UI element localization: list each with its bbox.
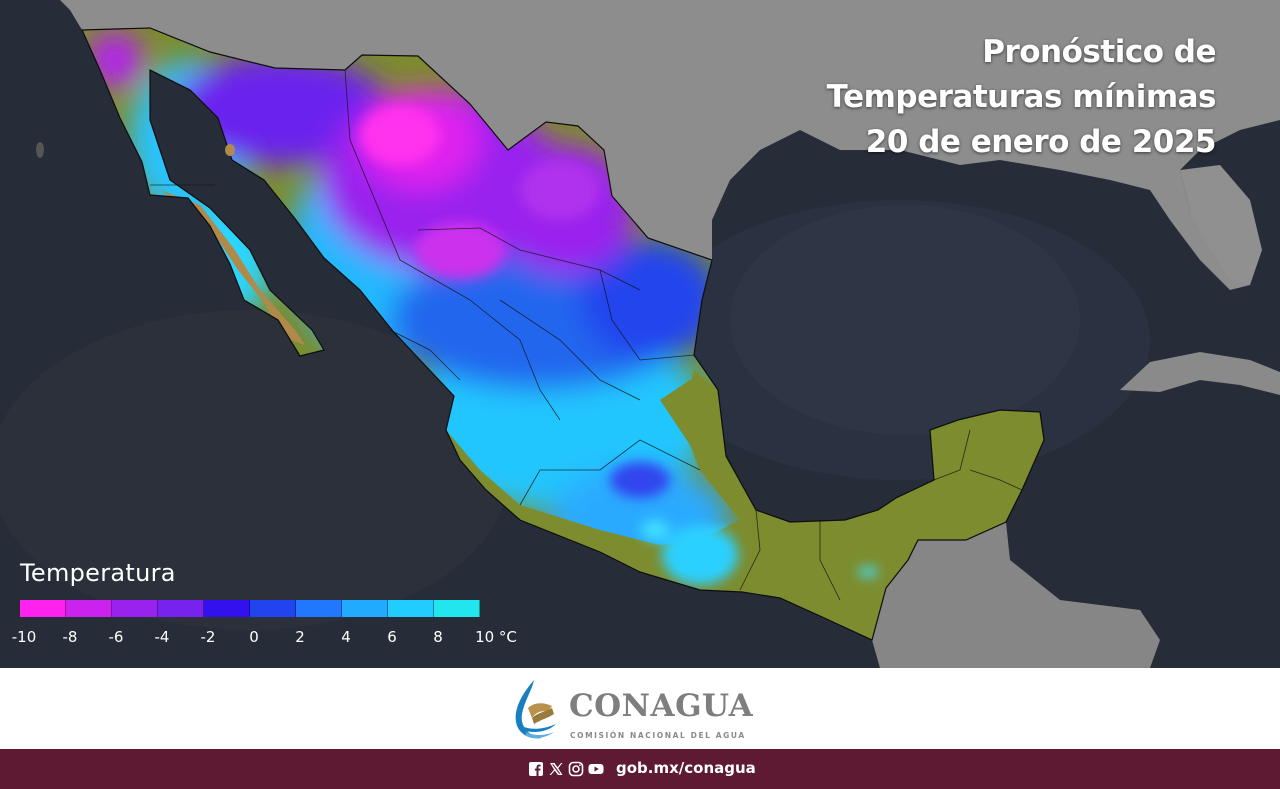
legend-tick-label: 6 <box>387 628 397 646</box>
legend-swatch <box>204 600 250 617</box>
social-icons <box>528 761 604 777</box>
map-graphic <box>36 0 1280 668</box>
facebook-icon[interactable] <box>528 761 544 777</box>
legend-tick-label: 10 °C <box>475 628 517 646</box>
conagua-emblem-icon <box>515 680 556 739</box>
legend-swatch <box>20 600 66 617</box>
legend-swatch <box>250 600 296 617</box>
legend-swatch <box>112 600 158 617</box>
title-line-3: 20 de enero de 2025 <box>865 124 1217 160</box>
legend-swatch <box>434 600 480 617</box>
legend-tick-label: 4 <box>341 628 351 646</box>
legend-swatch <box>66 600 112 617</box>
legend-swatch <box>388 600 434 617</box>
legend-tick-label: -2 <box>200 628 216 646</box>
logo-band: CONAGUA COMISIÓN NACIONAL DEL AGUA <box>0 668 1280 749</box>
legend-tick-label: 0 <box>249 628 259 646</box>
youtube-icon[interactable] <box>588 761 604 777</box>
map-title: Pronóstico de Temperaturas mínimas 20 de… <box>696 30 1217 165</box>
title-line-1: Pronóstico de <box>982 34 1216 70</box>
legend-tick-label: -4 <box>154 628 170 646</box>
title-line-2: Temperaturas mínimas <box>826 79 1217 115</box>
legend-tick-label: -10 <box>11 628 37 646</box>
website-link[interactable]: gob.mx/conagua <box>616 759 756 777</box>
legend-swatch <box>158 600 204 617</box>
legend-swatch <box>342 600 388 617</box>
footer-bar: gob.mx/conagua <box>0 749 1280 789</box>
temperature-map: Pronóstico de Temperaturas mínimas 20 de… <box>0 0 1280 668</box>
legend-tick-label: -6 <box>108 628 124 646</box>
legend-tick-label: 2 <box>295 628 305 646</box>
legend-tick-labels: -10 -8 -6 -4 -2 0 2 4 6 8 10 °C <box>0 628 560 650</box>
legend-color-bar <box>20 600 480 617</box>
legend-title: Temperatura <box>20 559 176 587</box>
logo-subtitle: COMISIÓN NACIONAL DEL AGUA <box>570 731 746 740</box>
conagua-logo: CONAGUA COMISIÓN NACIONAL DEL AGUA <box>512 678 772 742</box>
x-icon[interactable] <box>548 761 564 777</box>
legend-swatch <box>296 600 342 617</box>
instagram-icon[interactable] <box>568 761 584 777</box>
logo-name: CONAGUA <box>569 688 754 724</box>
legend-tick-label: 8 <box>433 628 443 646</box>
legend-tick-label: -8 <box>62 628 78 646</box>
